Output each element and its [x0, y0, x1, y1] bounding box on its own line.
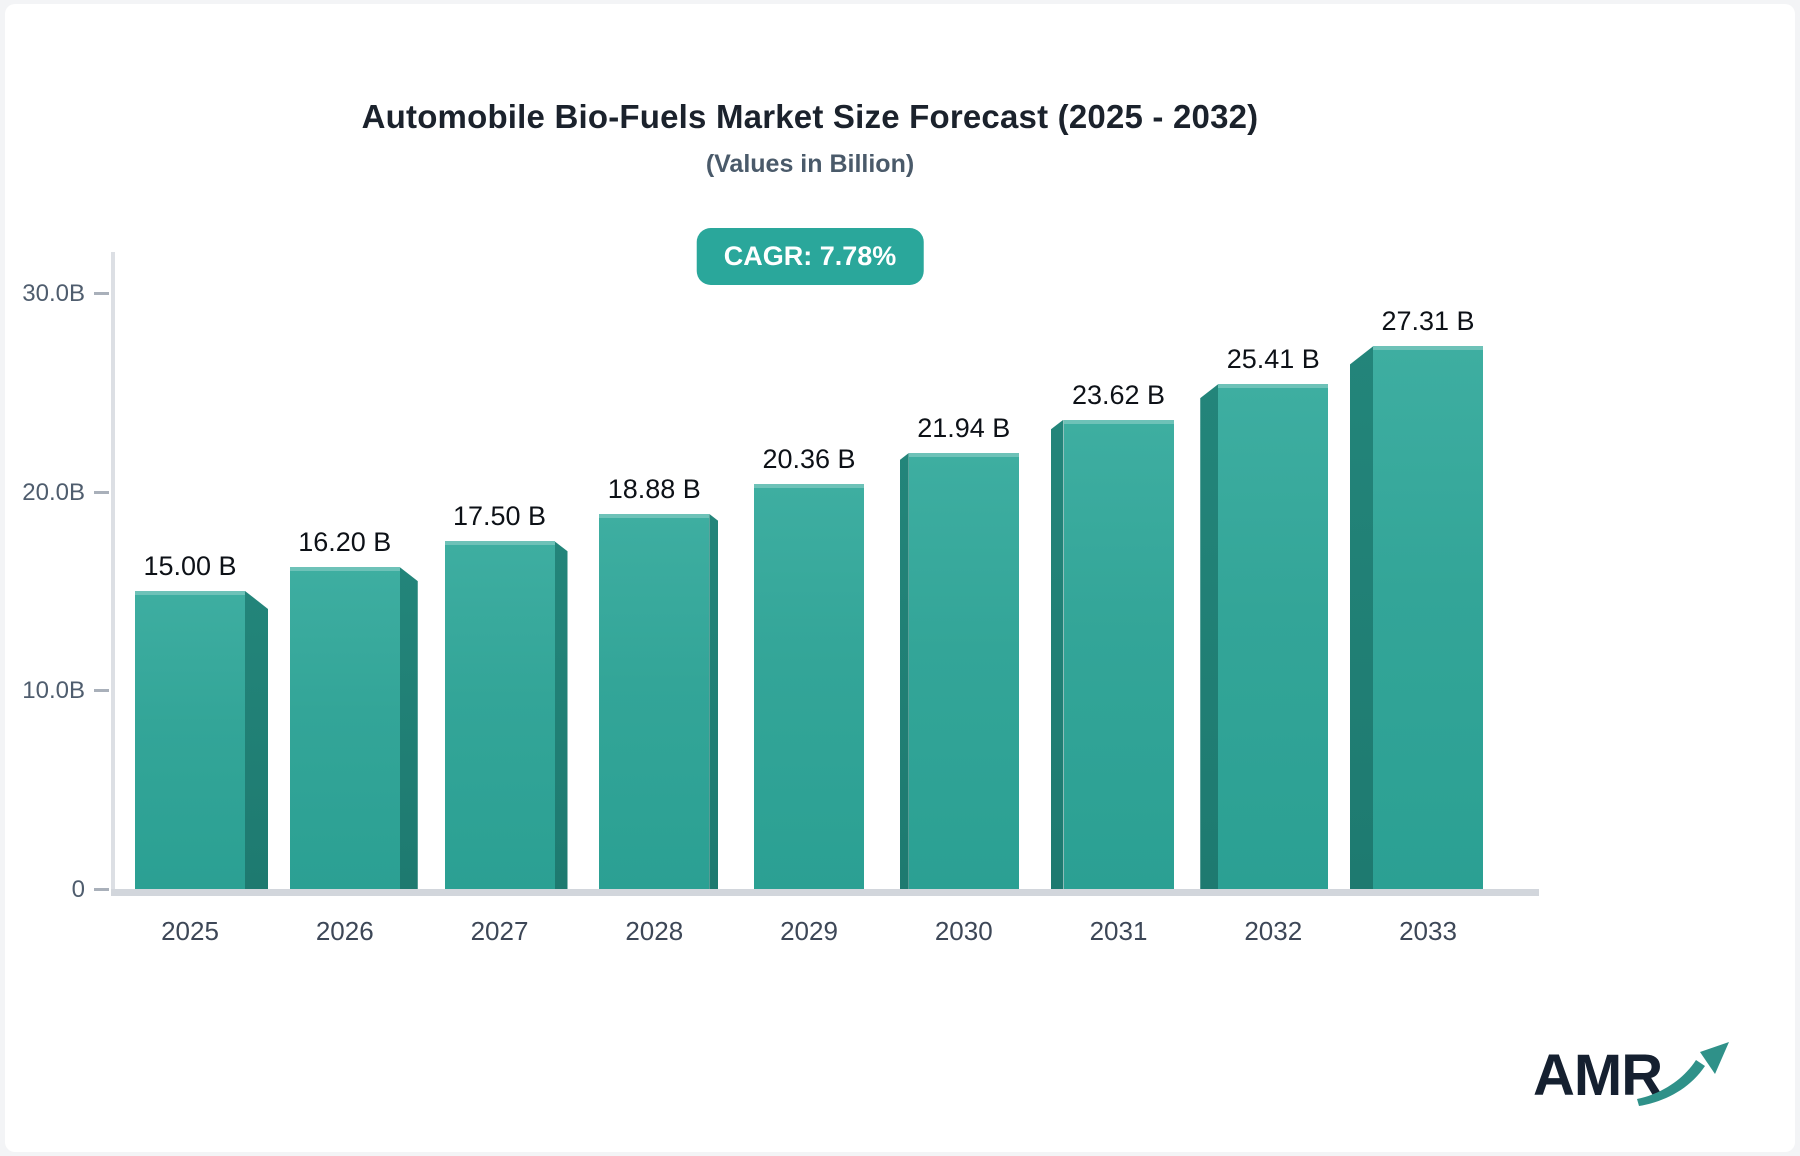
bar-value-label-2025: 15.00 B	[143, 550, 237, 581]
bar-2031	[1063, 419, 1174, 889]
bar-2026	[289, 567, 400, 889]
x-axis-label-2026: 2026	[315, 916, 374, 946]
bar-side-2026	[399, 567, 418, 889]
x-axis-label-2033: 2033	[1399, 916, 1457, 946]
bar-2027	[444, 541, 555, 889]
x-axis-label-2031: 2031	[1089, 916, 1148, 946]
y-axis-tick-label: 0	[71, 876, 85, 903]
bar-value-label-2032: 25.41 B	[1226, 344, 1320, 375]
growth-arrow-icon	[1637, 1042, 1729, 1106]
bar-value-label-2033: 27.31 B	[1381, 306, 1475, 337]
bar-value-label-2028: 18.88 B	[607, 473, 701, 504]
x-axis-label-2032: 2032	[1244, 916, 1303, 946]
chart-subtitle: (Values in Billion)	[705, 150, 915, 178]
y-axis-tick-label: 20.0B	[22, 478, 85, 506]
y-axis-tick-mark	[94, 490, 109, 494]
bar-side-2031	[1050, 419, 1064, 889]
y-axis-tick-mark	[94, 291, 109, 295]
bar-2033	[1373, 346, 1483, 889]
cagr-badge: CAGR: 7.78%	[696, 228, 924, 285]
x-axis-label-2027: 2027	[470, 916, 529, 946]
bar-side-2028	[709, 513, 719, 889]
bar-side-2033	[1350, 346, 1373, 889]
x-axis-label-2029: 2029	[780, 916, 838, 946]
bar-2032	[1218, 384, 1329, 889]
bar-2025	[135, 590, 245, 889]
y-axis-tick-label: 10.0B	[22, 677, 85, 705]
x-axis-line	[111, 889, 1539, 896]
bar-side-2025	[245, 590, 268, 889]
bar-2028	[599, 513, 710, 889]
chart-canvas: Automobile Bio-Fuels Market Size Forecas…	[5, 4, 1795, 1152]
chart-title: Automobile Bio-Fuels Market Size Forecas…	[361, 98, 1259, 135]
bar-2029	[754, 484, 864, 889]
amr-logo-text: AMR	[1533, 1043, 1663, 1108]
x-axis-label-2025: 2025	[161, 916, 219, 946]
bar-value-label-2030: 21.94 B	[917, 413, 1011, 444]
y-axis-tick-mark	[94, 689, 109, 693]
bar-value-label-2029: 20.36 B	[762, 444, 856, 475]
bar-2030	[908, 453, 1019, 889]
bar-side-2027	[554, 541, 568, 889]
bar-side-2032	[1200, 384, 1219, 889]
x-axis-label-2028: 2028	[625, 916, 684, 946]
y-axis-tick-mark	[94, 888, 109, 891]
bar-value-label-2031: 23.62 B	[1071, 379, 1166, 410]
x-axis-label-2030: 2030	[934, 916, 993, 946]
amr-logo: AMR	[1533, 1030, 1733, 1120]
bar-value-label-2027: 17.50 B	[452, 501, 547, 532]
y-axis-line	[111, 252, 115, 893]
bar-side-2030	[899, 453, 909, 889]
y-axis-tick-label: 30.0B	[22, 279, 85, 307]
bar-value-label-2026: 16.20 B	[298, 527, 392, 558]
